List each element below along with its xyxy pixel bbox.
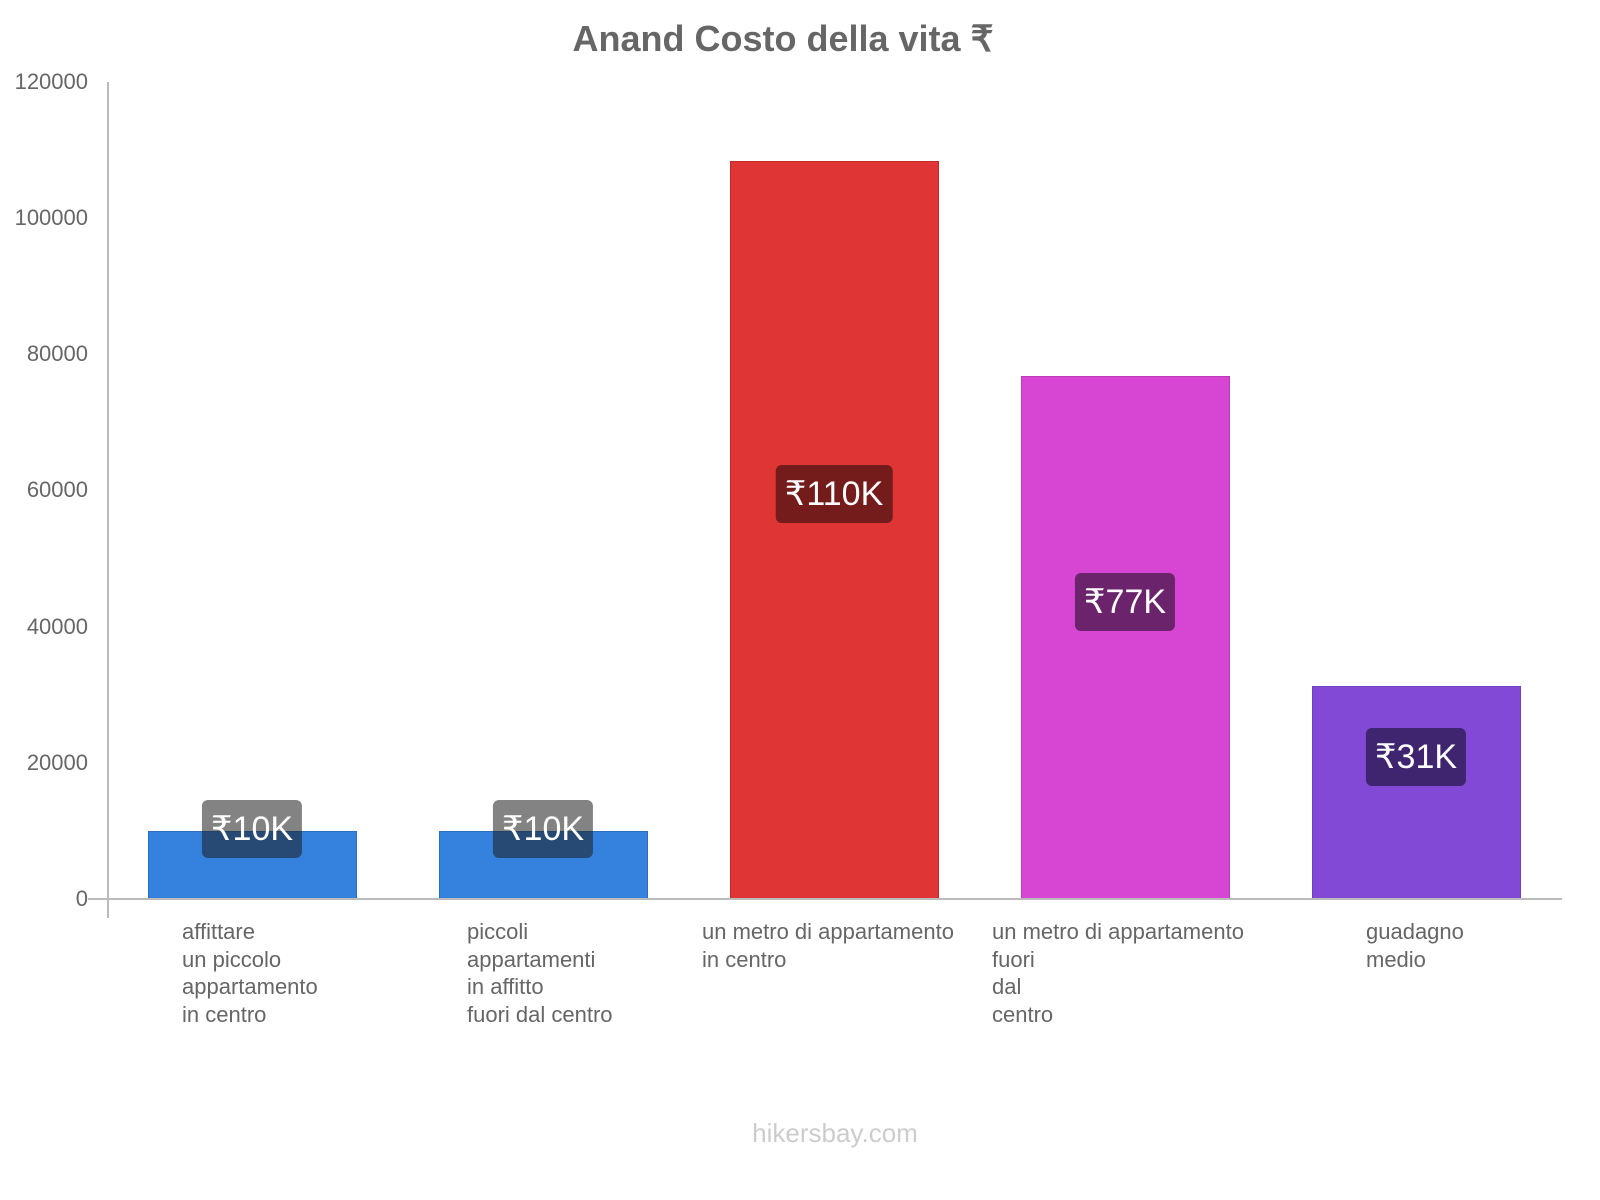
y-tick-label: 120000 (14, 69, 88, 94)
value-label: ₹77K (1074, 573, 1176, 631)
y-tick-label: 100000 (14, 205, 88, 230)
bar-average-salary[interactable] (1312, 686, 1521, 899)
y-tick-label: 40000 (26, 614, 88, 639)
y-tick-label: 60000 (26, 477, 88, 502)
x-category-label: piccoli appartamenti in affitto fuori da… (467, 919, 613, 1027)
bar-sqm-price-outside[interactable] (1021, 376, 1230, 899)
y-axis-line (107, 82, 109, 918)
watermark: hikersbay.com (752, 1118, 918, 1148)
x-category-label: guadagno medio (1366, 919, 1464, 972)
x-category-label: un metro di appartamento in centro (702, 919, 954, 972)
y-tick-label: 0 (75, 886, 88, 911)
value-label: ₹10K (201, 800, 303, 858)
value-label: ₹31K (1365, 728, 1467, 786)
x-category-label: affittare un piccolo appartamento in cen… (182, 919, 318, 1027)
value-label: ₹110K (775, 465, 893, 523)
y-tick-label: 20000 (26, 750, 88, 775)
chart-title: Anand Costo della vita ₹ (572, 18, 994, 59)
value-label: ₹10K (492, 800, 594, 858)
x-axis-baseline (88, 898, 1562, 900)
x-category-label: un metro di appartamento fuori dal centr… (992, 919, 1244, 1027)
y-tick-label: 80000 (26, 341, 88, 366)
bar-sqm-price-center[interactable] (730, 161, 939, 899)
